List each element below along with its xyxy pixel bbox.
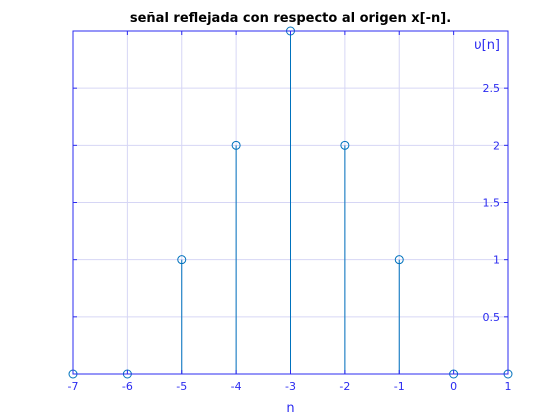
chart-title: señal reflejada con respecto al origen x… (130, 11, 451, 26)
series-annotation: υ[n] (474, 38, 500, 53)
x-axis-label: n (286, 401, 294, 416)
x-tick-label: -7 (68, 380, 79, 393)
y-tick-label: 2.5 (483, 82, 501, 95)
y-tick-label: 0.5 (483, 311, 501, 324)
stem-marker (394, 255, 404, 265)
y-tick-label: 2 (493, 139, 500, 152)
x-tick-label: -3 (285, 380, 296, 393)
x-tick-label: -2 (339, 380, 350, 393)
y-tick-label: 1.5 (483, 197, 501, 210)
x-tick-label: -4 (231, 380, 242, 393)
x-tick-label: 1 (505, 380, 512, 393)
stem-marker (177, 255, 187, 265)
ticks: -7 -6 -5 -4 -3 -2 -1 0 1 0.5 1 1.5 2 2.5 (68, 31, 512, 393)
x-tick-label: -1 (394, 380, 405, 393)
x-tick-label: -5 (176, 380, 187, 393)
y-tick-label: 1 (493, 254, 500, 267)
x-tick-label: 0 (450, 380, 457, 393)
stem-marker (340, 140, 350, 150)
x-tick-label: -6 (122, 380, 133, 393)
stem-marker (231, 140, 241, 150)
